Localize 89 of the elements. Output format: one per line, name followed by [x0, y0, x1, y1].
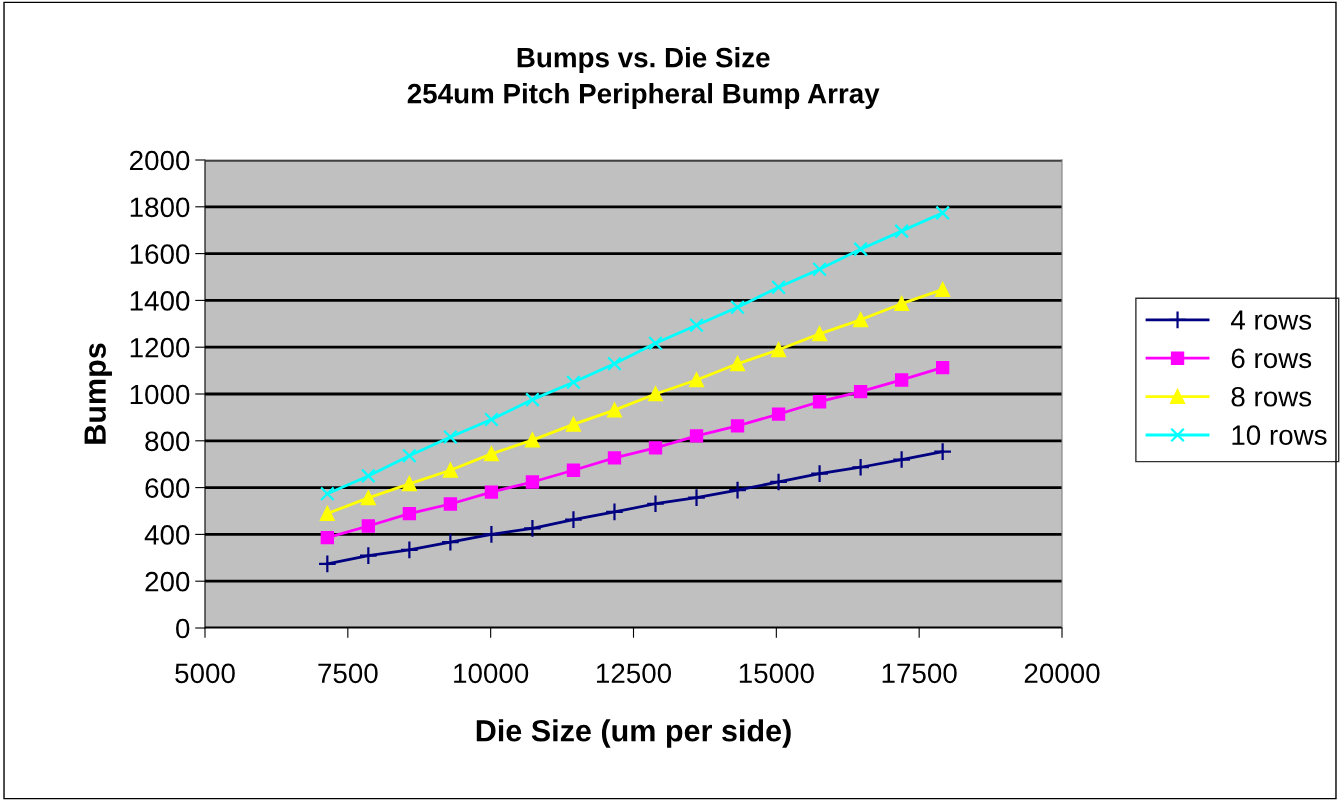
point	[484, 446, 499, 462]
point	[933, 442, 953, 462]
point	[810, 464, 830, 483]
point	[853, 241, 868, 257]
x-tick-label: 12500	[597, 663, 672, 684]
point	[771, 342, 786, 358]
point	[607, 402, 622, 418]
y-tick-label: 1800	[130, 197, 190, 218]
point	[564, 510, 583, 530]
point	[730, 299, 745, 315]
point	[443, 497, 458, 511]
point	[646, 494, 665, 514]
y-tick-label: 1000	[130, 384, 190, 405]
point	[605, 502, 624, 522]
point	[730, 419, 745, 433]
point	[730, 356, 745, 372]
point	[320, 531, 334, 545]
point	[566, 417, 581, 432]
point	[525, 432, 540, 448]
legend-label: 10 rows	[1232, 425, 1327, 446]
y-tick-label: 200	[145, 571, 190, 592]
point	[402, 448, 417, 464]
y-tick-label: 2000	[130, 150, 190, 171]
chart-title: Bumps vs. Die Size 254um Pitch Peripheral Bump Array	[407, 47, 880, 109]
point	[607, 356, 622, 372]
legend-label: 8 rows	[1231, 386, 1312, 407]
point	[648, 335, 663, 351]
x-tick-label: 17500	[882, 663, 957, 684]
point	[481, 524, 501, 544]
y-tick-label: 0	[176, 618, 190, 639]
point	[648, 386, 663, 402]
point	[771, 279, 786, 295]
y-tick-label: 800	[145, 431, 190, 452]
point	[935, 282, 951, 297]
point	[894, 223, 909, 239]
x-tick-label: 20000	[1024, 663, 1100, 684]
point	[851, 457, 871, 477]
point	[522, 518, 542, 538]
point	[317, 554, 337, 574]
point	[771, 407, 786, 421]
y-tick-label: 1400	[130, 291, 190, 311]
x-axis-title: Die Size (um per side)	[476, 719, 791, 748]
point	[728, 480, 747, 500]
point	[361, 519, 376, 533]
point	[525, 392, 540, 407]
point	[402, 506, 417, 521]
point	[443, 462, 458, 478]
point	[894, 296, 909, 312]
x-tick-label: 15000	[739, 663, 814, 684]
y-tick-label: 400	[144, 525, 190, 545]
y-tick-label: 1200	[130, 337, 190, 358]
point	[853, 384, 868, 399]
point	[566, 374, 581, 390]
y-axis-title: Bumps	[84, 343, 112, 444]
x-tick-label: 10000	[454, 663, 529, 684]
point	[484, 485, 499, 499]
point	[812, 261, 827, 277]
point	[440, 532, 460, 552]
point	[812, 395, 827, 409]
point	[319, 506, 335, 521]
legend-label: 4 rows	[1230, 310, 1312, 330]
point	[360, 468, 376, 484]
y-tick-label: 1600	[130, 244, 190, 264]
point	[935, 360, 950, 375]
point	[892, 450, 912, 469]
point	[566, 463, 581, 477]
point	[360, 490, 376, 506]
point	[894, 373, 909, 387]
point	[484, 412, 499, 427]
point	[769, 472, 788, 492]
point	[689, 429, 704, 443]
point	[648, 441, 663, 455]
x-tick-label: 5000	[175, 663, 235, 684]
point	[402, 476, 417, 492]
point	[358, 546, 378, 566]
point	[853, 312, 868, 328]
point	[399, 540, 419, 560]
x-tick-label: 7500	[318, 663, 378, 684]
point	[525, 475, 540, 489]
point	[687, 488, 706, 508]
point	[319, 486, 335, 502]
point	[689, 372, 704, 388]
point	[935, 205, 951, 221]
y-tick-label: 600	[145, 478, 190, 498]
point	[812, 326, 827, 342]
point	[607, 451, 622, 465]
legend-label: 6 rows	[1231, 348, 1312, 369]
point	[443, 429, 458, 445]
point	[689, 317, 704, 333]
